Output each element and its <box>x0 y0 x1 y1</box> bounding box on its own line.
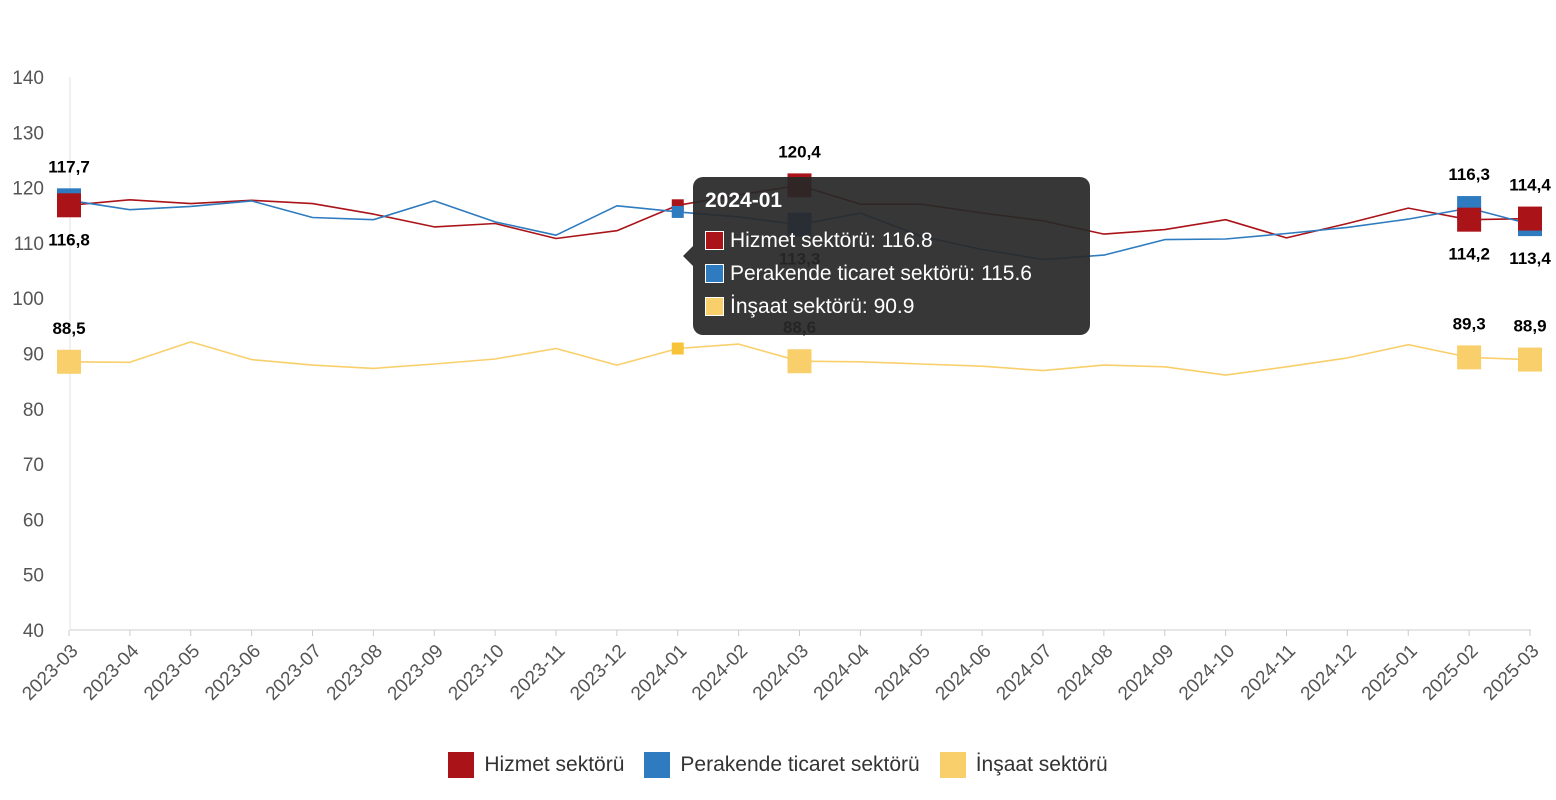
tooltip-text-insaat: İnşaat sektörü: 90.9 <box>730 294 915 318</box>
x-tick-label: 2024-08 <box>1053 641 1117 705</box>
legend-label-perakende: Perakende ticaret sektörü <box>680 753 920 776</box>
y-tick-label: 140 <box>12 68 44 89</box>
y-tick-label: 40 <box>23 621 44 642</box>
legend-label-insaat: İnşaat sektörü <box>975 753 1108 776</box>
data-label: 88,9 <box>1513 317 1546 336</box>
data-label: 89,3 <box>1453 314 1486 333</box>
tooltip-swatch-perakende <box>705 264 724 283</box>
x-tick-label: 2024-03 <box>749 641 813 705</box>
tooltip-row-perakende: Perakende ticaret sektörü: 115.6 <box>705 257 1078 290</box>
hover-tooltip: 2024-01 Hizmet sektörü: 116.8 Perakende … <box>683 177 1090 335</box>
data-point-2-12[interactable] <box>787 349 812 374</box>
data-point-2-0[interactable] <box>57 349 81 374</box>
data-point-2-23[interactable] <box>1457 345 1482 370</box>
x-tick-label: 2023-08 <box>323 641 387 705</box>
y-tick-label: 60 <box>23 510 44 531</box>
x-tick-label: 2025-02 <box>1419 641 1483 705</box>
tooltip-text-hizmet: Hizmet sektörü: 116.8 <box>730 228 933 252</box>
hover-point-1[interactable] <box>671 205 684 218</box>
data-label: 113,4 <box>1509 249 1551 268</box>
tooltip-row-hizmet: Hizmet sektörü: 116.8 <box>705 224 1078 257</box>
y-tick-label: 120 <box>12 179 44 200</box>
data-label: 117,7 <box>48 157 90 176</box>
data-point-2-24[interactable] <box>1518 347 1542 372</box>
x-tick-label: 2023-07 <box>262 641 326 705</box>
y-tick-label: 130 <box>12 123 44 144</box>
x-tick-label: 2023-12 <box>566 641 630 705</box>
x-tick-label: 2025-01 <box>1358 641 1422 705</box>
x-tick-label: 2023-05 <box>140 641 204 705</box>
x-tick-label: 2023-03 <box>18 641 82 705</box>
y-tick-label: 90 <box>23 345 44 366</box>
y-tick-label: 70 <box>23 455 44 476</box>
data-point-0-0[interactable] <box>57 193 81 218</box>
x-tick-label: 2024-12 <box>1297 641 1361 705</box>
x-tick-label: 2024-11 <box>1237 641 1300 704</box>
legend-swatch-hizmet <box>448 752 475 778</box>
data-label: 88,5 <box>52 319 85 338</box>
data-label: 114,2 <box>1448 245 1490 264</box>
legend-item-hizmet[interactable]: Hizmet sektörü <box>448 752 624 778</box>
y-tick-label: 50 <box>23 566 44 587</box>
x-axis: 2023-032023-042023-052023-062023-072023-… <box>18 629 1544 705</box>
data-label: 114,4 <box>1509 176 1551 195</box>
x-tick-label: 2024-10 <box>1175 641 1239 705</box>
x-tick-label: 2023-10 <box>445 641 509 705</box>
y-tick-label: 80 <box>23 400 44 421</box>
tooltip-row-insaat: İnşaat sektörü: 90.9 <box>705 290 1078 323</box>
legend-item-perakende[interactable]: Perakende ticaret sektörü <box>644 752 920 778</box>
legend-swatch-perakende <box>644 752 671 778</box>
data-label: 120,4 <box>778 142 821 161</box>
x-tick-label: 2023-11 <box>506 641 569 704</box>
x-tick-label: 2023-06 <box>201 641 265 705</box>
x-tick-label: 2024-07 <box>992 641 1056 705</box>
chart-legend: Hizmet sektörü Perakende ticaret sektörü… <box>0 752 1556 778</box>
data-point-0-23[interactable] <box>1457 207 1482 232</box>
x-tick-label: 2024-06 <box>932 641 996 705</box>
legend-item-insaat[interactable]: İnşaat sektörü <box>939 752 1108 778</box>
legend-label-hizmet: Hizmet sektörü <box>484 753 625 776</box>
x-tick-label: 2025-03 <box>1479 641 1543 705</box>
x-tick-label: 2024-09 <box>1114 641 1178 705</box>
x-tick-label: 2024-02 <box>688 641 752 705</box>
x-tick-label: 2024-05 <box>871 641 935 705</box>
x-tick-label: 2023-04 <box>79 640 143 704</box>
data-label: 116,3 <box>1448 165 1490 184</box>
data-label: 116,8 <box>48 230 90 249</box>
y-tick-label: 110 <box>14 234 44 255</box>
hover-point-2[interactable] <box>671 342 684 355</box>
tooltip-text-perakende: Perakende ticaret sektörü: 115.6 <box>730 261 1032 285</box>
y-axis: 40 50 60 70 80 90 100 110 120 130 140 <box>12 68 71 642</box>
x-tick-label: 2024-04 <box>810 640 874 704</box>
tooltip-title: 2024-01 <box>705 189 783 212</box>
y-tick-label: 100 <box>12 289 44 310</box>
tooltip-swatch-insaat <box>705 297 724 316</box>
tooltip-swatch-hizmet <box>705 231 724 250</box>
legend-swatch-insaat <box>939 752 966 778</box>
x-tick-label: 2023-09 <box>384 641 448 705</box>
x-tick-label: 2024-01 <box>627 641 691 705</box>
data-point-0-24[interactable] <box>1518 206 1542 231</box>
